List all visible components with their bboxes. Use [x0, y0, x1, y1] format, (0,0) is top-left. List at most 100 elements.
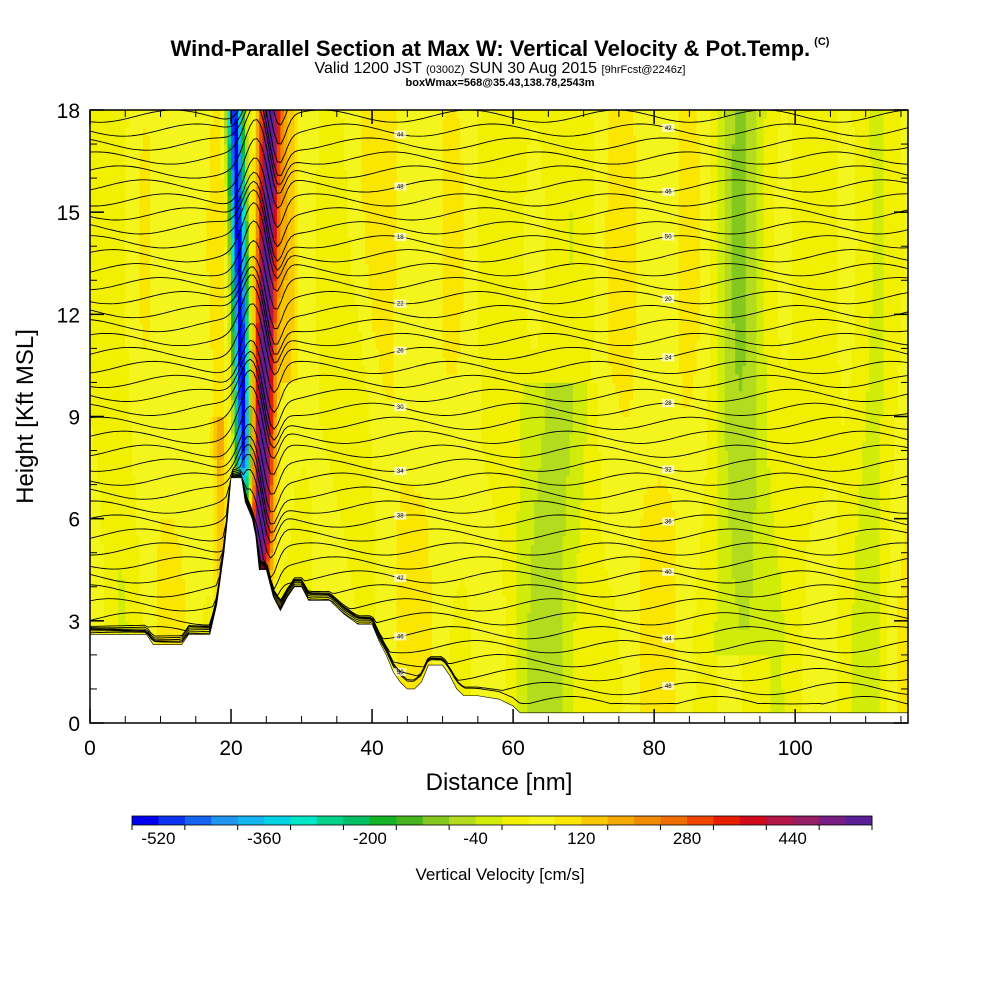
velocity-cell	[118, 518, 123, 528]
velocity-cell	[227, 203, 232, 213]
velocity-cell	[195, 331, 200, 341]
velocity-cell	[188, 356, 193, 366]
velocity-cell	[128, 552, 133, 562]
velocity-cell	[305, 348, 310, 358]
velocity-cell	[156, 246, 162, 256]
velocity-cell	[135, 442, 140, 452]
velocity-cell	[132, 467, 137, 477]
velocity-cell	[276, 407, 281, 417]
velocity-cell	[167, 195, 172, 205]
velocity-cell	[146, 161, 151, 171]
velocity-cell	[294, 382, 299, 392]
velocity-cell	[188, 527, 193, 537]
velocity-cell	[298, 493, 303, 503]
velocity-cell	[209, 595, 214, 605]
velocity-cell	[238, 348, 243, 358]
velocity-cell	[220, 322, 225, 332]
velocity-cell	[156, 322, 162, 332]
velocity-cell	[114, 237, 119, 247]
velocity-cell	[220, 203, 225, 213]
velocity-cell	[269, 339, 274, 349]
velocity-cell	[160, 178, 165, 188]
velocity-cell	[312, 220, 317, 230]
velocity-cell	[192, 612, 197, 622]
velocity-cell	[248, 178, 253, 188]
velocity-cell	[206, 433, 211, 443]
velocity-cell	[266, 561, 271, 571]
velocity-cell	[216, 399, 221, 409]
velocity-cell	[195, 280, 200, 290]
velocity-cell	[188, 322, 193, 332]
velocity-cell	[160, 373, 165, 383]
velocity-cell	[213, 586, 218, 596]
velocity-cell	[121, 399, 126, 409]
velocity-cell	[171, 535, 176, 545]
velocity-cell	[326, 527, 331, 537]
velocity-cell	[223, 135, 229, 145]
velocity-cell	[156, 373, 162, 383]
velocity-cell	[206, 552, 211, 562]
velocity-cell	[209, 527, 214, 537]
velocity-cell	[199, 118, 204, 128]
velocity-cell	[128, 220, 133, 230]
velocity-cell	[223, 467, 229, 477]
velocity-cell	[234, 416, 239, 426]
velocity-cell	[132, 288, 137, 298]
velocity-cell	[227, 331, 232, 341]
velocity-cell	[206, 178, 211, 188]
velocity-cell	[178, 254, 183, 264]
velocity-cell	[104, 603, 109, 613]
velocity-cell	[188, 280, 193, 290]
velocity-cell	[231, 135, 236, 145]
velocity-cell	[206, 382, 211, 392]
velocity-cell	[195, 612, 200, 622]
velocity-cell	[262, 425, 267, 435]
velocity-cell	[121, 348, 126, 358]
velocity-cell	[280, 127, 285, 137]
velocity-cell	[312, 510, 317, 520]
velocity-cell	[290, 220, 295, 230]
velocity-cell	[202, 144, 207, 154]
velocity-cell	[220, 407, 225, 417]
velocity-cell	[241, 425, 246, 435]
velocity-cell	[283, 552, 288, 562]
velocity-cell	[146, 620, 151, 630]
velocity-cell	[181, 212, 186, 222]
velocity-cell	[223, 118, 229, 128]
velocity-cell	[206, 373, 211, 383]
velocity-cell	[104, 118, 109, 128]
velocity-cell	[97, 510, 102, 520]
velocity-cell	[171, 433, 176, 443]
velocity-cell	[195, 373, 200, 383]
velocity-cell	[107, 237, 112, 247]
velocity-cell	[223, 339, 229, 349]
velocity-cell	[209, 484, 214, 494]
velocity-cell	[213, 110, 218, 120]
velocity-cell	[305, 161, 310, 171]
velocity-cell	[146, 195, 151, 205]
velocity-cell	[149, 416, 154, 426]
velocity-cell	[301, 322, 306, 332]
velocity-cell	[181, 288, 186, 298]
velocity-cell	[132, 280, 137, 290]
velocity-cell	[231, 373, 236, 383]
velocity-cell	[132, 459, 137, 469]
velocity-cell	[149, 390, 154, 400]
velocity-cell	[227, 135, 232, 145]
velocity-cell	[132, 178, 137, 188]
velocity-cell	[213, 169, 218, 179]
velocity-cell	[202, 178, 207, 188]
velocity-cell	[312, 297, 317, 307]
velocity-cell	[209, 544, 214, 554]
velocity-cell	[294, 297, 299, 307]
velocity-cell	[188, 373, 193, 383]
velocity-cell	[156, 535, 162, 545]
velocity-cell	[259, 195, 264, 205]
velocity-cell	[164, 271, 169, 281]
velocity-cell	[100, 373, 105, 383]
velocity-cell	[160, 569, 165, 579]
velocity-cell	[142, 186, 147, 196]
velocity-cell	[153, 476, 158, 486]
velocity-cell	[322, 544, 327, 554]
velocity-cell	[93, 169, 98, 179]
